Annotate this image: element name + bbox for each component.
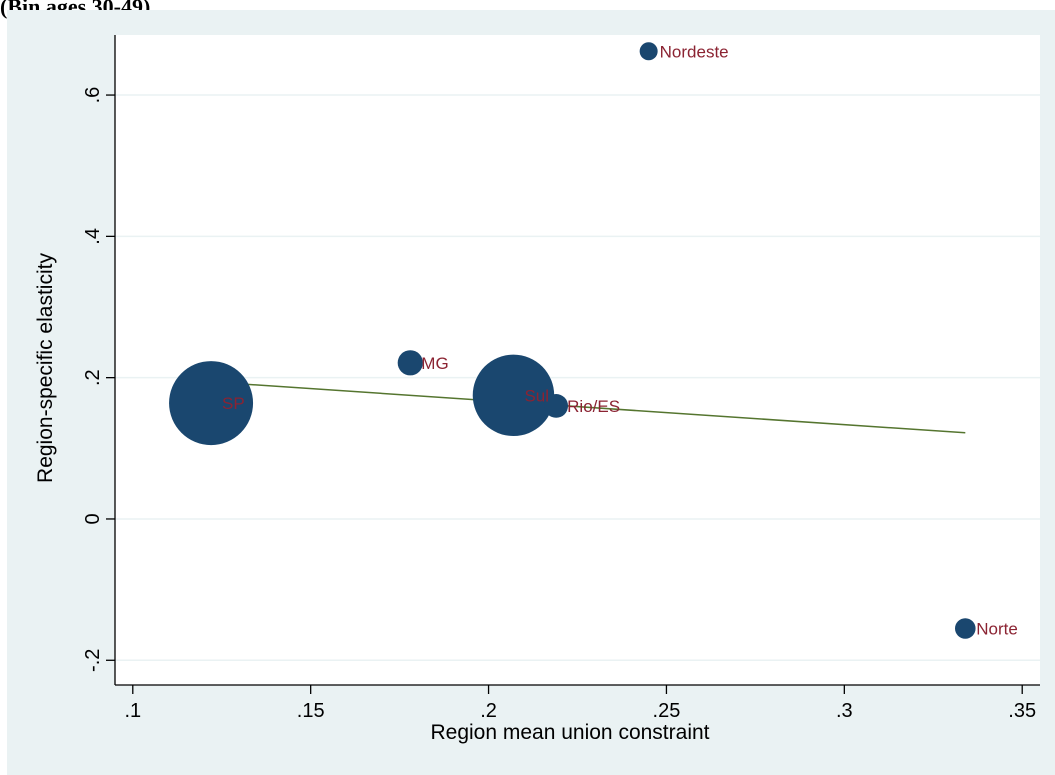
fit-line-group [211, 381, 966, 434]
point-label-norte: Norte [976, 619, 1018, 638]
axes [114, 35, 1040, 686]
x-ticks: .1 .15 .2 .25 .3 .35 [124, 685, 1036, 722]
y-tick-label-2: .2 [82, 369, 104, 386]
point-label-sp: SP [222, 394, 245, 413]
points-group [169, 42, 976, 639]
x-tick-label-3: .25 [653, 700, 681, 722]
x-tick-label-0: .1 [124, 700, 141, 722]
x-axis-title: Region mean union constraint [430, 721, 709, 744]
point-label-nordeste: Nordeste [660, 42, 729, 61]
point-labels-group: SP MG Sul Rio/ES Nordeste Norte [222, 42, 1018, 638]
x-tick-label-4: .3 [836, 700, 853, 722]
point-label-sul: Sul [524, 386, 549, 405]
y-tick-label-1: 0 [82, 513, 104, 524]
y-ticks: -.2 0 .2 .4 .6 [82, 87, 115, 672]
point-sp [169, 361, 254, 446]
scatter-chart: SP MG Sul Rio/ES Nordeste Norte .1 .15 .2 .25 .3.… [34, 35, 1040, 744]
y-tick-label-3: .4 [82, 228, 104, 245]
point-sul [472, 354, 555, 437]
point-label-rio-es: Rio/ES [567, 397, 620, 416]
x-tick-label-5: .35 [1008, 700, 1036, 722]
point-nordeste [639, 42, 658, 61]
fit-line [211, 381, 966, 434]
gridlines [115, 35, 1040, 685]
y-axis-title: Region-specific elasticity [34, 253, 57, 483]
x-tick-label-2: .2 [480, 700, 497, 722]
point-rio-es [544, 394, 569, 418]
point-norte [955, 618, 976, 639]
point-mg [397, 350, 423, 376]
y-tick-label-4: .6 [82, 87, 104, 104]
x-tick-label-1: .15 [297, 700, 325, 722]
y-tick-label-0: -.2 [82, 649, 104, 672]
chart-figure: SP MG Sul Rio/ES Nordeste Norte .1 .15 .2 .25 .3.… [7, 10, 1055, 775]
point-label-mg: MG [421, 354, 448, 373]
plot-area [115, 35, 1040, 685]
